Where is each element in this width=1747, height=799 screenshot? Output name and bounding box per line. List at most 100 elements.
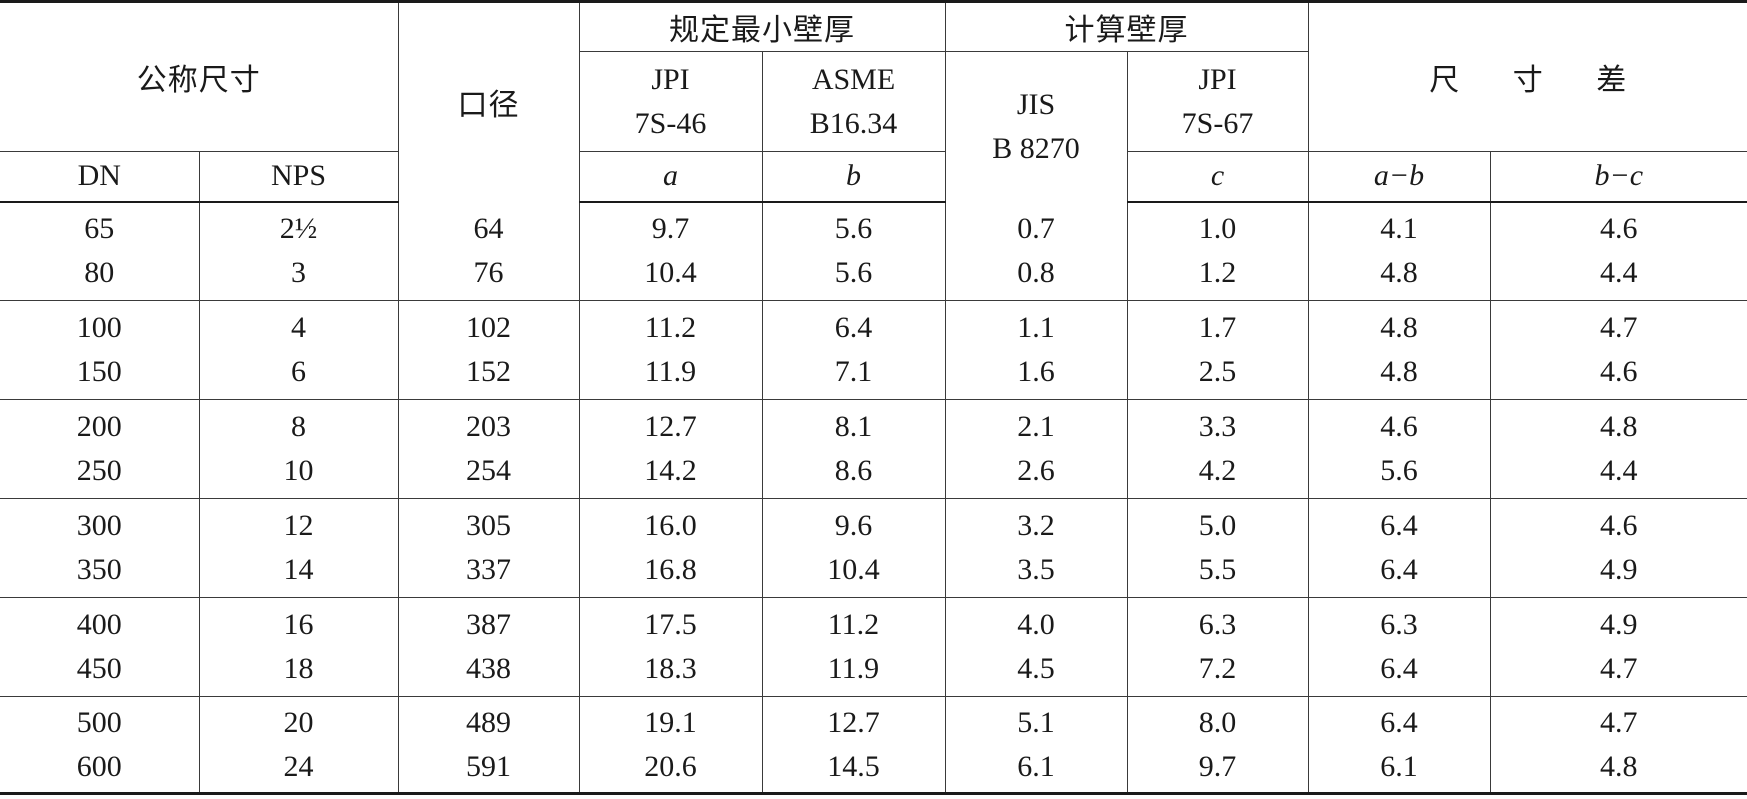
cell-a-minus-b-value: 5.6 bbox=[1380, 454, 1418, 487]
cell-dn-value: 600 bbox=[76, 749, 122, 783]
cell-b-value: 9.6 bbox=[834, 509, 873, 542]
cell-b-minus-c-value: 4.7 bbox=[1600, 311, 1638, 344]
cell-a-value: 12.7 bbox=[644, 410, 697, 443]
cell-nps-value: 4 bbox=[291, 311, 306, 344]
cell-bore-value: 591 bbox=[466, 749, 511, 783]
cell-b-minus-c: 4.6 4.9 bbox=[1489, 498, 1747, 598]
cell-dn: 300 350 bbox=[0, 498, 200, 598]
cell-dn-value: 150 bbox=[76, 355, 122, 388]
cell-c: 6.3 7.2 bbox=[1126, 597, 1309, 697]
cell-dn-value: 300 bbox=[76, 509, 122, 542]
header-calculated-wall: 计算壁厚 bbox=[944, 0, 1309, 52]
cell-jis-value: 6.1 bbox=[1017, 749, 1055, 783]
cell-b-minus-c-value: 4.9 bbox=[1600, 608, 1638, 641]
header-bore: 口径 bbox=[397, 0, 580, 202]
cell-nps-value: 6 bbox=[291, 355, 306, 388]
header-dimension-diff: 尺 寸 差 bbox=[1307, 0, 1747, 152]
cell-b-minus-c: 4.7 4.6 bbox=[1489, 300, 1747, 400]
cell-dn-value: 400 bbox=[76, 608, 122, 641]
cell-b-value: 7.1 bbox=[834, 355, 873, 388]
cell-b: 9.6 10.4 bbox=[761, 498, 946, 598]
cell-a-value: 10.4 bbox=[644, 256, 697, 290]
header-sym-b: b bbox=[761, 151, 946, 203]
cell-a-minus-b-value: 6.4 bbox=[1380, 652, 1418, 685]
cell-nps: 8 10 bbox=[198, 399, 399, 499]
cell-nps: 2½ 3 bbox=[198, 201, 399, 301]
header-jpi-7s46-line2: 7S-46 bbox=[634, 106, 707, 140]
cell-a-minus-b: 6.4 6.4 bbox=[1307, 498, 1491, 598]
cell-a-minus-b-value: 6.4 bbox=[1380, 509, 1418, 542]
cell-a-value: 19.1 bbox=[644, 705, 697, 739]
cell-b-value: 11.2 bbox=[827, 608, 880, 641]
header-nominal-size: 公称尺寸 bbox=[0, 0, 399, 152]
cell-jis-value: 4.0 bbox=[1017, 608, 1055, 641]
table-row-group: 400 450 16 18 387 438 17.5 18.3 11.2 11.9 4.0 4.5 6.… bbox=[0, 597, 1747, 697]
cell-jis-value: 1.6 bbox=[1017, 355, 1055, 388]
cell-b-value: 5.6 bbox=[834, 212, 873, 246]
cell-a-value: 16.0 bbox=[644, 509, 697, 542]
cell-b-value: 8.6 bbox=[834, 454, 873, 487]
cell-b-minus-c-value: 4.4 bbox=[1600, 256, 1638, 290]
cell-c: 1.7 2.5 bbox=[1126, 300, 1309, 400]
cell-a-minus-b: 4.6 5.6 bbox=[1307, 399, 1491, 499]
cell-jis: 2.1 2.6 bbox=[944, 399, 1128, 499]
cell-a: 12.7 14.2 bbox=[578, 399, 763, 499]
cell-bore-value: 438 bbox=[466, 652, 511, 685]
cell-nps-value: 12 bbox=[283, 509, 314, 542]
cell-bore-value: 102 bbox=[466, 311, 511, 344]
table-row-group: 500 600 20 24 489 591 19.1 20.6 12.7 14.5 5.1 6.1 8.… bbox=[0, 696, 1747, 795]
cell-nps-value: 10 bbox=[283, 454, 314, 487]
cell-bore-value: 337 bbox=[466, 553, 511, 586]
cell-c-value: 8.0 bbox=[1198, 705, 1237, 739]
cell-jis-value: 0.8 bbox=[1017, 255, 1055, 289]
cell-dn: 500 600 bbox=[0, 696, 200, 795]
cell-a-minus-b-value: 4.8 bbox=[1380, 311, 1418, 344]
cell-c-value: 5.0 bbox=[1198, 509, 1237, 542]
cell-jis: 3.2 3.5 bbox=[944, 498, 1128, 598]
cell-b-minus-c-value: 4.7 bbox=[1600, 705, 1638, 739]
cell-dn: 400 450 bbox=[0, 597, 200, 697]
cell-b-value: 5.6 bbox=[834, 256, 873, 290]
cell-a-value: 9.7 bbox=[651, 212, 690, 246]
cell-b-minus-c-value: 4.6 bbox=[1600, 212, 1638, 246]
cell-c-value: 1.0 bbox=[1198, 212, 1237, 246]
cell-dn-value: 80 bbox=[84, 256, 115, 290]
cell-b-minus-c: 4.8 4.4 bbox=[1489, 399, 1747, 499]
cell-jis-value: 4.5 bbox=[1017, 652, 1055, 685]
cell-b: 11.2 11.9 bbox=[761, 597, 946, 697]
cell-a-minus-b-value: 4.6 bbox=[1380, 410, 1418, 443]
cell-c-value: 9.7 bbox=[1198, 749, 1237, 783]
cell-a-minus-b: 4.8 4.8 bbox=[1307, 300, 1491, 400]
cell-c: 1.0 1.2 bbox=[1126, 201, 1309, 301]
table-row-group: 100 150 4 6 102 152 11.2 11.9 6.4 7.1 1.1 1.6 1.7 2.5… bbox=[0, 300, 1747, 400]
cell-b: 6.4 7.1 bbox=[761, 300, 946, 400]
header-dn: DN bbox=[0, 151, 200, 203]
header-asme: ASME B16.34 bbox=[761, 51, 946, 152]
cell-a-minus-b-value: 6.4 bbox=[1380, 705, 1418, 739]
header-jpi-7s67-line2: 7S-67 bbox=[1181, 106, 1254, 140]
cell-nps-value: 2½ bbox=[279, 212, 318, 246]
cell-nps-value: 18 bbox=[283, 652, 314, 685]
cell-b-minus-c-value: 4.4 bbox=[1600, 454, 1638, 487]
cell-nps-value: 20 bbox=[283, 705, 314, 739]
cell-c-value: 3.3 bbox=[1198, 410, 1237, 443]
header-jpi-7s67: JPI 7S-67 bbox=[1126, 51, 1308, 152]
cell-a: 9.7 10.4 bbox=[578, 201, 763, 301]
cell-bore: 489 591 bbox=[397, 696, 580, 795]
cell-b-value: 14.5 bbox=[827, 749, 880, 783]
cell-a-value: 18.3 bbox=[644, 652, 697, 685]
cell-c-value: 1.2 bbox=[1198, 256, 1237, 290]
cell-jis-value: 2.6 bbox=[1017, 454, 1055, 487]
cell-c-value: 1.7 bbox=[1198, 311, 1237, 344]
cell-b-value: 10.4 bbox=[827, 553, 880, 586]
cell-a-minus-b-value: 6.4 bbox=[1380, 553, 1418, 586]
header-jis: JIS B 8270 bbox=[944, 51, 1128, 202]
cell-c: 8.0 9.7 bbox=[1126, 696, 1309, 795]
cell-nps-value: 8 bbox=[291, 410, 306, 443]
cell-dn-value: 100 bbox=[76, 311, 122, 344]
cell-b-value: 6.4 bbox=[834, 311, 873, 344]
header-sym-a: a bbox=[578, 151, 763, 203]
cell-nps: 12 14 bbox=[198, 498, 399, 598]
